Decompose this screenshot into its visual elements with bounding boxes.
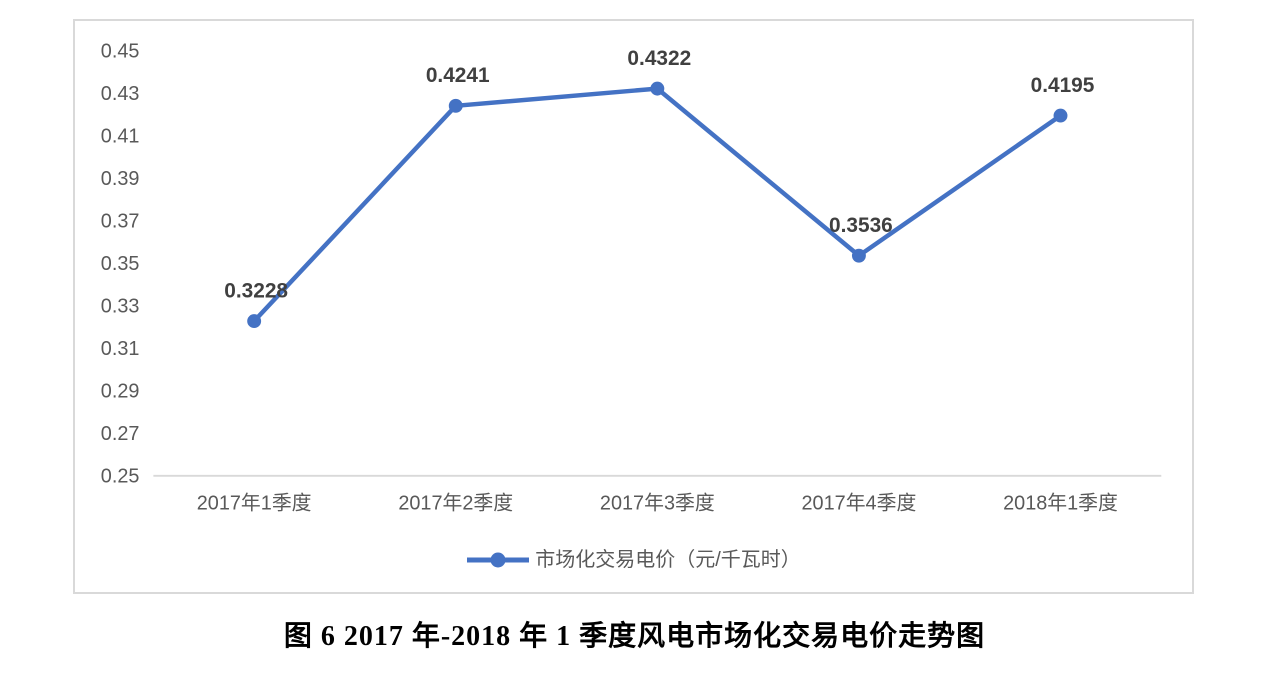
data-point-marker [650,81,665,96]
chart-frame: 0.45 0.43 0.41 0.39 0.37 0.35 0.33 0.31 0.29 0.27… [73,19,1194,594]
figure-caption: 图 6 2017 年-2018 年 1 季度风电市场化交易电价走势图 [283,621,986,652]
y-axis-tick-label: 0.41 [101,126,140,148]
y-axis-tick-label: 0.45 [101,41,140,63]
legend-label: 市场化交易电价（元/千瓦时） [535,549,801,571]
y-axis-tick-label: 0.43 [101,83,140,105]
series-line [251,86,1063,324]
data-point-marker [1053,108,1068,123]
x-axis-category-label: 2017年2季度 [398,493,513,515]
y-axis-tick-label: 0.39 [101,168,140,190]
y-axis-tick-label: 0.25 [101,466,140,488]
chart-legend: 市场化交易电价（元/千瓦时） [75,548,1192,572]
y-axis-tick-label: 0.31 [101,338,140,360]
data-point-label: 0.3536 [829,214,893,237]
y-axis-tick-label: 0.33 [101,296,140,318]
y-axis-tick-label: 0.27 [101,423,140,445]
x-axis-category-label: 2017年4季度 [802,493,917,515]
legend-line-marker-icon [467,552,530,568]
y-axis-tick-label: 0.29 [101,381,140,403]
y-axis-tick-label: 0.37 [101,211,140,233]
data-point-label: 0.3228 [224,279,288,302]
y-axis-tick-label: 0.35 [101,253,140,275]
x-axis-category-label: 2017年3季度 [600,493,715,515]
data-point-marker [448,98,463,113]
data-point-marker [851,248,866,263]
x-axis-category-label: 2018年1季度 [1003,493,1118,515]
line-chart: 0.45 0.43 0.41 0.39 0.37 0.35 0.33 0.31 0.29 0.27… [101,41,1162,515]
data-point-label: 0.4322 [627,47,691,70]
data-point-label: 0.4195 [1031,74,1095,97]
x-axis-category-label: 2017年1季度 [197,493,312,515]
data-point-label: 0.4241 [426,64,490,87]
legend-marker-dot [490,552,506,568]
data-point-marker [247,314,262,329]
